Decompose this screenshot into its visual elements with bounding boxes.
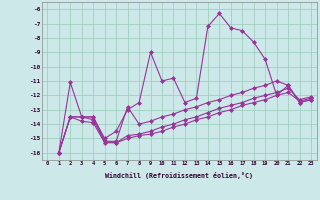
- X-axis label: Windchill (Refroidissement éolien,°C): Windchill (Refroidissement éolien,°C): [105, 172, 253, 179]
